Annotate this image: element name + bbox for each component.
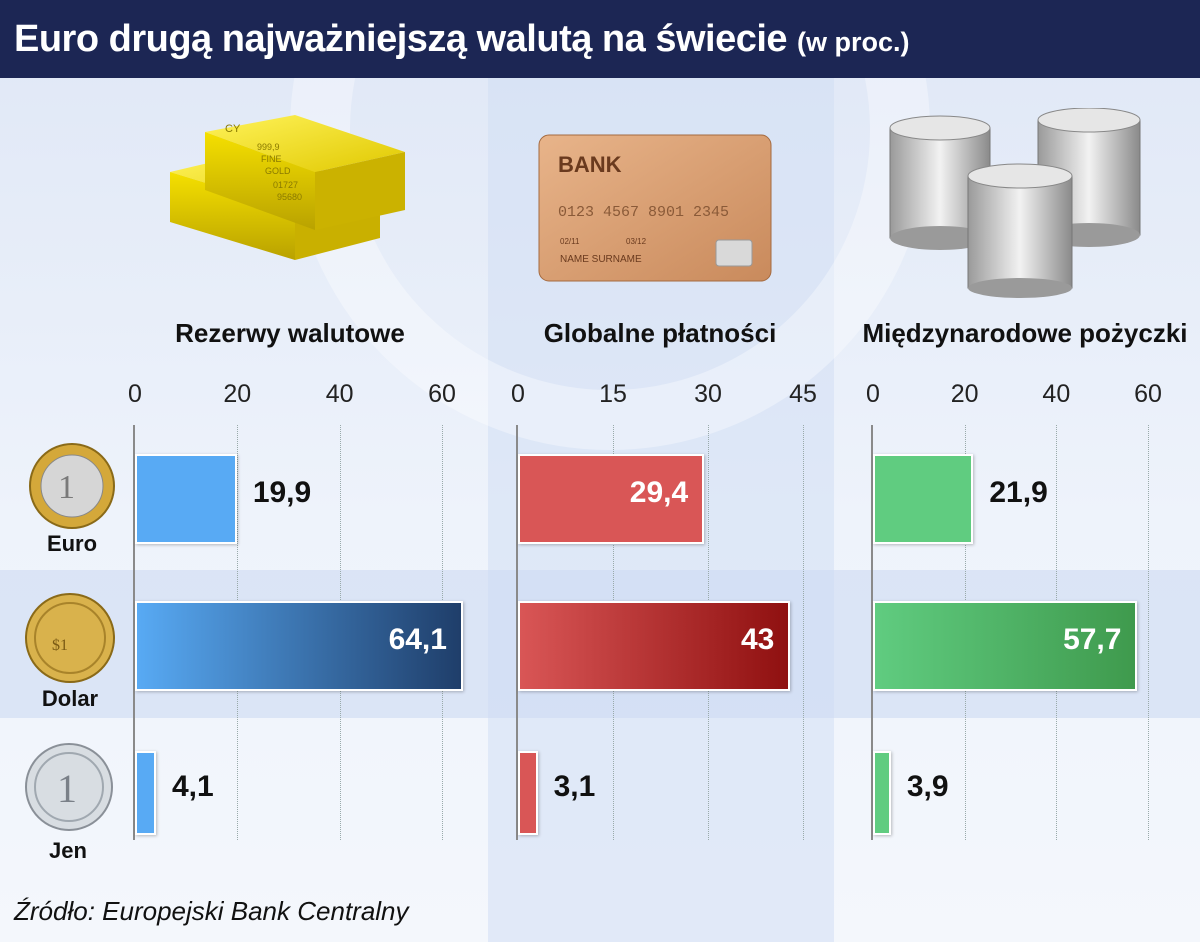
chart-subtitle: (w proc.) <box>797 26 910 57</box>
bar-payments-dolar <box>518 601 791 691</box>
tick-label-payments-1: 15 <box>599 380 627 408</box>
chart-title: Euro drugą najważniejszą walutą na świec… <box>14 17 788 60</box>
tick-label-payments-2: 30 <box>694 380 722 408</box>
value-label-reserves-dolar: 64,1 <box>388 623 447 656</box>
value-label-loans-dolar: 57,7 <box>1063 623 1122 656</box>
card-bank-name: BANK <box>558 152 622 177</box>
svg-text:1: 1 <box>57 766 77 811</box>
bar-reserves-jen <box>135 751 156 835</box>
tick-label-reserves-2: 40 <box>325 380 354 408</box>
coin-stacks-icon <box>889 108 1141 298</box>
header-bar: Euro drugą najważniejszą walutą na świec… <box>0 0 1200 78</box>
card-valid-from: 02/11 <box>560 237 580 246</box>
value-label-reserves-jen: 4,1 <box>171 770 214 803</box>
tick-label-reserves-1: 20 <box>223 380 252 408</box>
card-number: 0123 4567 8901 2345 <box>558 204 729 221</box>
svg-text:$1: $1 <box>52 637 68 654</box>
tick-label-reserves-0: 0 <box>128 380 142 408</box>
value-label-reserves-euro: 19,9 <box>252 476 312 509</box>
gold-bars-icon: CY 999,9 FINE GOLD 01727 95680 <box>170 115 405 260</box>
value-label-loans-euro: 21,9 <box>989 476 1048 509</box>
currency-label-dolar: Dolar <box>41 686 99 711</box>
axis-line-payments <box>516 425 518 840</box>
bank-card-icon: BANK 0123 4567 8901 2345 02/11 03/12 NAM… <box>538 134 772 282</box>
gold-bar-line4: 01727 <box>273 180 298 190</box>
yen-coin-icon: 1 <box>25 743 113 831</box>
value-label-payments-euro: 29,4 <box>629 476 689 509</box>
value-label-payments-jen: 3,1 <box>553 770 596 803</box>
svg-text:1: 1 <box>58 469 75 506</box>
source-note: Źródło: Europejski Bank Centralny <box>14 896 409 926</box>
bar-reserves-dolar <box>135 601 463 691</box>
panel-title-reserves: Rezerwy walutowe <box>175 318 405 348</box>
tick-label-payments-0: 0 <box>511 380 525 408</box>
bar-payments-jen <box>518 751 538 835</box>
card-valid-to: 03/12 <box>626 237 647 246</box>
card-holder: NAME SURNAME <box>560 254 642 265</box>
gold-bar-line5: 95680 <box>277 192 302 202</box>
value-label-loans-jen: 3,9 <box>906 770 949 803</box>
tick-label-loans-0: 0 <box>866 380 880 408</box>
gold-bar-mark: CY <box>225 123 241 135</box>
grid-line-payments-3 <box>803 425 804 840</box>
panel-title-loans: Międzynarodowe pożyczki <box>862 318 1188 348</box>
bar-loans-euro <box>873 454 974 544</box>
value-label-payments-dolar: 43 <box>740 623 775 656</box>
tick-label-payments-3: 45 <box>789 380 817 408</box>
tick-label-reserves-3: 60 <box>428 380 456 408</box>
currency-label-euro: Euro <box>46 531 98 556</box>
axis-line-loans <box>871 425 873 840</box>
euro-coin-icon: 1 <box>29 443 115 529</box>
gold-bar-line2: FINE <box>261 154 282 164</box>
currency-label-jen: Jen <box>49 838 87 863</box>
panel-title-payments: Globalne płatności <box>543 318 777 348</box>
bar-reserves-euro <box>135 454 237 544</box>
tick-label-loans-2: 40 <box>1042 380 1071 408</box>
tick-label-loans-3: 60 <box>1134 380 1162 408</box>
grid-line-loans-3 <box>1148 425 1149 840</box>
dollar-coin-icon: $1 <box>25 593 115 683</box>
tick-label-loans-1: 20 <box>950 380 979 408</box>
gold-bar-line3: GOLD <box>265 166 291 176</box>
bar-payments-euro <box>518 454 705 544</box>
axis-line-reserves <box>133 425 135 840</box>
gold-bar-line1: 999,9 <box>257 142 280 152</box>
bar-loans-jen <box>873 751 891 835</box>
bar-loans-dolar <box>873 601 1138 691</box>
